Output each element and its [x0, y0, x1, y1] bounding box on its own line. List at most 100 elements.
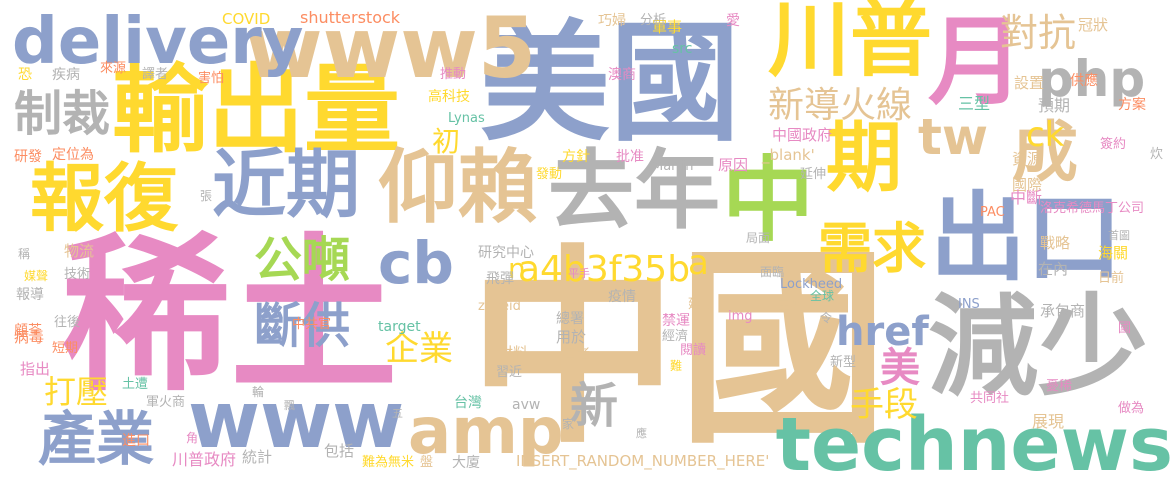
word: Lynas [448, 111, 485, 126]
word: 中共官 [292, 317, 332, 332]
word: 戰略 [1040, 234, 1071, 252]
word: n [508, 252, 526, 285]
word: 稱 [18, 247, 31, 261]
word: 難為無米 [362, 455, 415, 470]
word: 王牌 [778, 299, 803, 313]
word: 譯者 [142, 67, 169, 82]
word: 研究中心 [478, 245, 534, 261]
word: 批准 [616, 149, 644, 165]
word: 張 [200, 189, 213, 203]
word: 五 [392, 407, 403, 420]
word: 高科技 [428, 89, 470, 105]
word: 習近 [496, 365, 523, 380]
word: 飄 [284, 399, 295, 412]
word: 川普 [768, 0, 933, 88]
word: 首圖 [1108, 229, 1130, 242]
word: 做為 [1118, 401, 1145, 416]
word: 企業 [385, 329, 453, 369]
word: INS [958, 297, 980, 312]
word: 日前 [1098, 271, 1125, 286]
word: 打壓 [44, 373, 109, 411]
word: 進口 [122, 433, 150, 449]
word: 在內 [1038, 260, 1069, 278]
word: 恐 [18, 67, 32, 83]
word: 顧荃 [14, 323, 42, 339]
word: 去年 [548, 141, 720, 241]
word: COVID [222, 10, 271, 28]
word: _blank' [762, 146, 815, 164]
word: 材料 [498, 344, 529, 362]
word: 報復 [30, 156, 178, 242]
word: 稀土 [62, 218, 398, 414]
word: 原因 [718, 156, 749, 174]
word: Martin [652, 159, 694, 174]
word: 局面 [746, 231, 771, 245]
word: 公噸 [254, 232, 351, 288]
word: 成 [1012, 114, 1078, 191]
word: 供應 [1070, 73, 1098, 89]
word: 月 [928, 6, 1024, 118]
word: 中斷 [1010, 188, 1043, 207]
word: 面臨 [760, 265, 785, 279]
word: 方針 [562, 149, 590, 165]
word: 美 [880, 345, 920, 391]
word: 大廈 [452, 455, 480, 471]
word: Lockheed [780, 277, 843, 292]
word: 新 [570, 378, 619, 434]
word: INSERT_RANDOM_NUMBER_HERE' [516, 452, 770, 470]
word: 技術 [64, 267, 91, 282]
word: 研發 [14, 149, 42, 165]
word: 炊 [1150, 147, 1164, 162]
word: 病毒 [14, 328, 45, 346]
word: ck [1026, 115, 1065, 155]
word: 物流 [64, 242, 95, 260]
word: 洛克希德馬丁公司 [1040, 201, 1145, 216]
word: 國 [1118, 321, 1132, 336]
word: 資源 [1012, 150, 1043, 168]
word: 軍火商 [146, 395, 186, 410]
word: PAC [980, 205, 1005, 220]
word: 中 [722, 147, 815, 254]
word: 產業 [38, 405, 155, 473]
word: 海關 [1098, 244, 1129, 262]
word: 近期 [212, 142, 360, 228]
word: 巧婦 [598, 13, 626, 29]
word: avw [512, 397, 541, 413]
word: 冠狀 [1078, 16, 1109, 34]
word: 台灣 [454, 395, 482, 411]
word: 盤 [420, 455, 434, 470]
word: 中國政府 [772, 126, 833, 144]
word: 總署 [556, 311, 584, 327]
word: 憂稀 [1046, 379, 1073, 394]
word: amp [408, 395, 564, 469]
word: 害怕 [198, 71, 225, 86]
word: 承包商 [1040, 302, 1086, 320]
word: 預期 [1038, 96, 1071, 115]
word: shutterstock [300, 8, 401, 27]
word: a [688, 243, 709, 283]
word: delivery [12, 5, 304, 79]
word: 新型 [830, 355, 857, 370]
word: 中國 [468, 227, 889, 472]
word: 方案 [1118, 97, 1146, 113]
word: 難 [670, 359, 683, 373]
word: 發動 [536, 167, 563, 182]
word: 初 [432, 125, 461, 158]
word: 包括 [324, 442, 355, 460]
word: technews [775, 402, 1173, 482]
word: 角 [186, 431, 199, 445]
word: zoneid [478, 299, 521, 314]
word: 推動 [440, 67, 467, 82]
word: a4b3f35b [518, 249, 691, 290]
word: 輸出量 [112, 54, 400, 166]
word: 輪 [252, 385, 265, 399]
word: www5 [245, 0, 537, 97]
word: php [1038, 50, 1146, 108]
word: 期 [826, 113, 902, 202]
word: 三型 [958, 94, 991, 113]
word: 媒聲 [24, 269, 49, 283]
word: 展現 [1032, 412, 1065, 431]
word: 來源 [100, 61, 127, 76]
word: 閱讀 [680, 343, 707, 358]
word: 川普政府 [172, 450, 237, 469]
